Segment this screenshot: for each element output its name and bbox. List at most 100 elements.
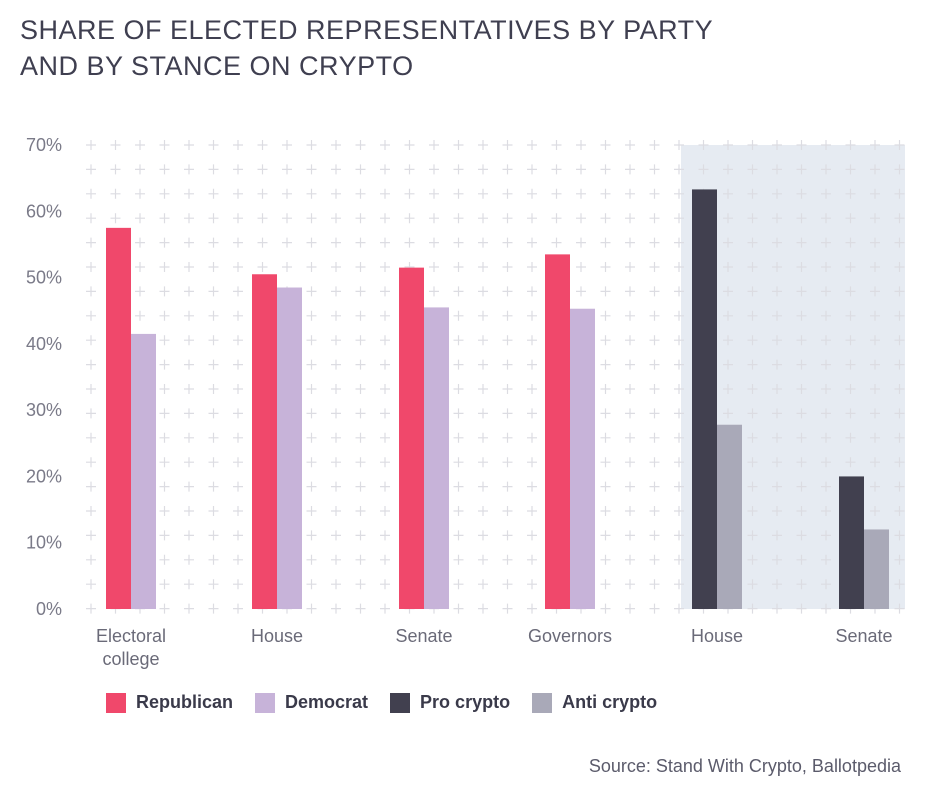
y-tick-label: 30% <box>26 400 62 420</box>
grid-plus <box>747 286 758 297</box>
grid-plus <box>86 530 96 541</box>
grid-plus <box>870 286 880 297</box>
grid-plus <box>380 286 390 297</box>
grid-plus <box>674 213 684 224</box>
grid-plus <box>600 213 611 224</box>
grid-plus <box>306 432 317 443</box>
y-tick-label: 0% <box>36 599 62 619</box>
grid-plus <box>796 481 807 492</box>
grid-plus <box>233 188 243 199</box>
y-tick-label: 10% <box>26 533 62 553</box>
grid-plus <box>184 603 194 614</box>
grid-plus <box>527 530 537 541</box>
grid-plus <box>306 213 317 224</box>
grid-plus <box>86 359 96 370</box>
chart-title-line-2: AND BY STANCE ON CRYPTO <box>20 51 414 81</box>
grid-plus <box>306 140 317 150</box>
grid-plus <box>747 213 758 224</box>
grid-plus <box>429 286 439 297</box>
grid-plus <box>159 188 170 199</box>
grid-plus <box>772 506 782 516</box>
grid-plus <box>674 530 684 541</box>
grid-plus <box>478 140 488 150</box>
bar-pro-crypto <box>839 476 864 609</box>
grid-plus <box>453 603 464 614</box>
grid-plus <box>257 213 268 224</box>
y-tick-label: 20% <box>26 466 62 486</box>
grid-plus <box>772 164 782 175</box>
grid-plus <box>870 140 880 150</box>
grid-plus <box>502 384 513 394</box>
grid-plus <box>796 262 807 272</box>
grid-plus <box>600 310 611 321</box>
grid-plus <box>331 432 341 443</box>
grid-plus <box>674 359 684 370</box>
grid-plus <box>257 164 268 175</box>
grid-plus <box>600 286 611 297</box>
grid-plus <box>380 530 390 541</box>
grid-plus <box>894 603 905 614</box>
grid-plus <box>159 140 170 150</box>
x-category-label: House <box>251 626 303 646</box>
grid-plus <box>576 213 586 224</box>
y-tick-label: 60% <box>26 201 62 221</box>
grid-plus <box>894 506 905 516</box>
grid-plus <box>502 164 513 175</box>
grid-plus <box>502 262 513 272</box>
grid-plus <box>86 262 96 272</box>
grid-plus <box>821 554 831 565</box>
grid-plus <box>894 237 905 248</box>
grid-plus <box>894 530 905 541</box>
grid-plus <box>527 140 537 150</box>
grid-plus <box>870 262 880 272</box>
grid-plus <box>159 481 170 492</box>
grid-plus <box>380 457 390 468</box>
grid-plus <box>772 359 782 370</box>
grid-plus <box>625 481 635 492</box>
grid-plus <box>821 310 831 321</box>
grid-plus <box>600 530 611 541</box>
grid-plus <box>159 408 170 419</box>
grid-plus <box>600 579 611 590</box>
grid-plus <box>649 432 660 443</box>
grid-plus <box>208 262 219 272</box>
grid-plus <box>894 481 905 492</box>
grid-plus <box>453 384 464 394</box>
grid-plus <box>233 262 243 272</box>
grid-plus <box>478 506 488 516</box>
grid-plus <box>331 237 341 248</box>
grid-plus <box>453 481 464 492</box>
grid-plus <box>723 140 733 150</box>
grid-plus <box>159 213 170 224</box>
grid-plus <box>747 164 758 175</box>
grid-plus <box>110 140 121 150</box>
grid-plus <box>821 140 831 150</box>
grid-plus <box>478 359 488 370</box>
grid-plus <box>747 335 758 346</box>
grid-plus <box>86 554 96 565</box>
grid-plus <box>233 457 243 468</box>
grid-plus <box>600 506 611 516</box>
grid-plus <box>331 408 341 419</box>
grid-plus <box>502 140 513 150</box>
grid-plus <box>845 457 856 468</box>
grid-plus <box>429 213 439 224</box>
grid-plus <box>527 188 537 199</box>
grid-plus <box>159 164 170 175</box>
grid-plus <box>159 457 170 468</box>
grid-plus <box>453 164 464 175</box>
grid-plus <box>747 140 758 150</box>
grid-plus <box>576 286 586 297</box>
grid-plus <box>796 140 807 150</box>
grid-plus <box>306 506 317 516</box>
grid-plus <box>723 310 733 321</box>
grid-plus <box>821 384 831 394</box>
grid-plus <box>625 457 635 468</box>
grid-plus <box>649 164 660 175</box>
grid-plus <box>453 310 464 321</box>
grid-plus <box>625 603 635 614</box>
grid-plus <box>306 554 317 565</box>
grid-plus <box>355 359 366 370</box>
grid-plus <box>478 335 488 346</box>
grid-plus <box>649 213 660 224</box>
